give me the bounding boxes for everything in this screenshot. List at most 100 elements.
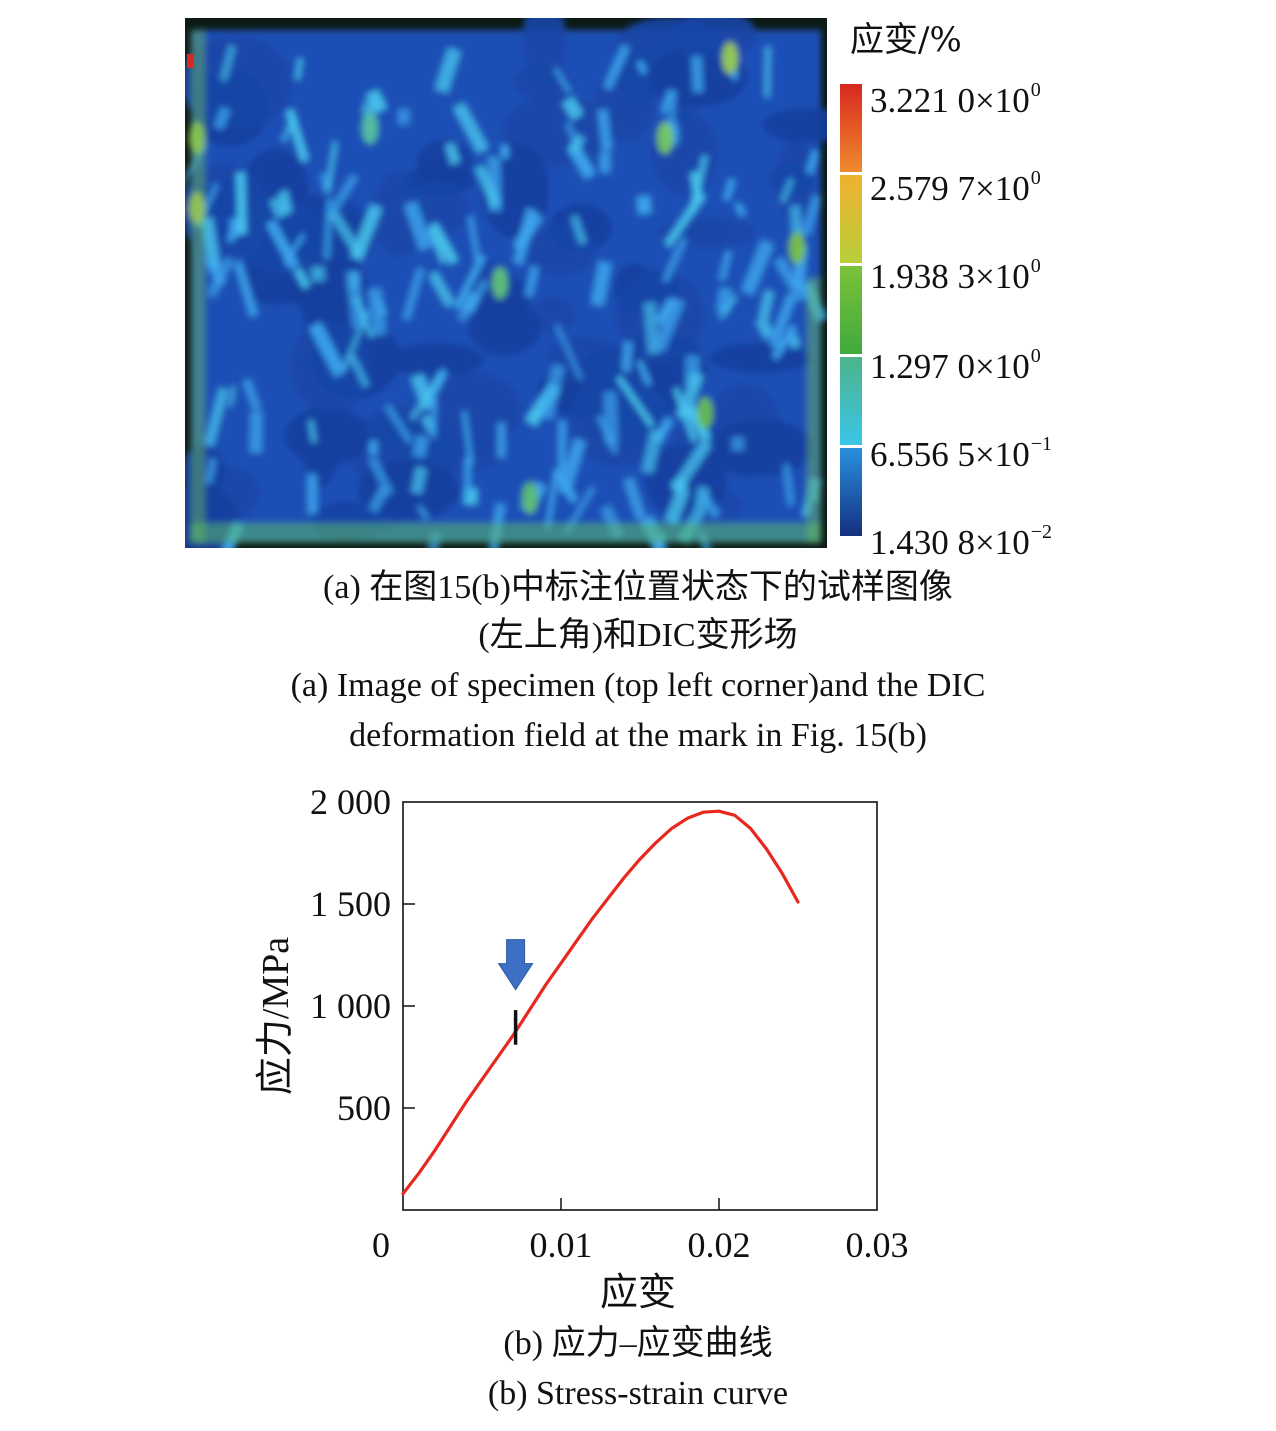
strain-band — [428, 222, 459, 265]
strain-hotspot — [522, 482, 538, 514]
strain-band — [664, 192, 706, 248]
strain-cell — [416, 139, 473, 183]
strain-hotspot — [492, 267, 508, 299]
strain-band — [213, 106, 231, 131]
strain-band — [430, 398, 437, 438]
strain-band — [676, 371, 705, 421]
strain-band — [403, 200, 433, 251]
strain-band — [226, 225, 239, 243]
strain-band — [453, 254, 486, 310]
strain-band — [654, 297, 677, 326]
strain-band — [444, 142, 461, 166]
colorbar — [840, 84, 862, 536]
strain-band — [204, 257, 226, 287]
strain-band — [788, 334, 800, 349]
plot-frame — [402, 801, 878, 1211]
dic-strain-field — [185, 18, 827, 548]
x-tick-label: 0.02 — [688, 1225, 751, 1265]
strain-band — [462, 291, 481, 314]
colorbar-segment — [840, 357, 862, 445]
strain-band — [731, 436, 745, 451]
strain-band — [782, 463, 795, 506]
strain-band — [660, 89, 674, 114]
strain-band — [308, 321, 347, 378]
strain-band — [397, 108, 410, 125]
strain-band — [412, 434, 429, 459]
strain-band — [410, 466, 428, 495]
colorbar-segment — [840, 266, 862, 354]
strain-band — [278, 189, 293, 214]
strain-band — [497, 422, 506, 458]
strain-band — [410, 373, 436, 411]
strain-band — [597, 109, 613, 151]
strain-hotspot — [657, 122, 673, 154]
strain-band — [233, 260, 259, 318]
strain-band — [513, 207, 537, 265]
x-axis-label: 应变 — [600, 1272, 676, 1314]
strain-band — [664, 487, 690, 525]
colorbar-label: 6.556 5×10−1 — [870, 433, 1053, 474]
strain-band — [805, 149, 820, 175]
strain-band — [800, 194, 822, 237]
colorbar-segment — [840, 448, 862, 536]
strain-band — [236, 172, 247, 235]
strain-band — [227, 385, 237, 408]
strain-band — [671, 477, 689, 495]
y-tick-label: 2 000 — [310, 782, 391, 822]
strain-band — [740, 239, 775, 296]
strain-band — [219, 44, 236, 82]
strain-band — [325, 141, 338, 191]
strain-cell — [372, 170, 425, 258]
strain-band — [779, 177, 795, 204]
strain-band — [636, 60, 648, 75]
strain-cell — [651, 110, 718, 196]
y-tick-label: 1 000 — [310, 986, 391, 1026]
x-tick-label: 0.01 — [530, 1225, 593, 1265]
strain-band — [554, 323, 584, 382]
strain-edge-right — [807, 278, 821, 543]
strain-band — [773, 256, 808, 302]
strain-band — [771, 324, 798, 361]
down-arrow-icon — [497, 939, 534, 991]
strain-band — [599, 152, 611, 173]
y-tick-label: 500 — [337, 1088, 391, 1128]
strain-cell — [413, 180, 469, 236]
strain-band — [641, 429, 663, 474]
strain-band — [368, 486, 390, 514]
x-tick-label: 0.03 — [846, 1225, 909, 1265]
strain-band — [427, 227, 447, 264]
strain-hotspot — [697, 397, 713, 429]
caption-a-zh-line1: (a) 在图15(b)中标注位置状态下的试样图像 — [323, 569, 953, 606]
strain-band — [366, 89, 387, 114]
strain-band — [204, 457, 218, 485]
strain-band — [265, 219, 300, 271]
y-axis-label: 应力/MPa — [255, 937, 297, 1095]
strain-band — [734, 202, 747, 217]
strain-band — [558, 421, 566, 474]
strain-band — [242, 378, 262, 412]
strain-cell — [709, 342, 813, 373]
strain-band — [310, 266, 325, 282]
strain-band — [474, 164, 501, 208]
strain-band — [621, 341, 633, 372]
strain-band — [570, 214, 587, 246]
strain-band — [416, 504, 430, 521]
stress-strain-chart: 0 0.01 0.02 0.03 500 1 000 1 500 2 000 应变 应力/MPa — [255, 782, 909, 1314]
strain-band — [204, 387, 229, 447]
strain-cell — [762, 107, 827, 143]
strain-band — [623, 477, 647, 521]
strain-band — [545, 468, 560, 531]
strain-band — [590, 261, 612, 307]
strain-band — [461, 411, 474, 466]
colorbar-label: 3.221 0×100 — [870, 79, 1041, 120]
colorbar-title: 应变/% — [850, 20, 962, 60]
strain-hotspot — [789, 232, 805, 264]
strain-hotspot — [362, 112, 378, 144]
strain-band — [758, 290, 774, 319]
strain-cell — [709, 419, 814, 477]
colorbar-label: 1.938 3×100 — [870, 255, 1041, 296]
strain-band — [718, 250, 732, 281]
strain-red-spot — [187, 54, 193, 68]
strain-band — [368, 440, 378, 456]
strain-band — [723, 178, 736, 202]
